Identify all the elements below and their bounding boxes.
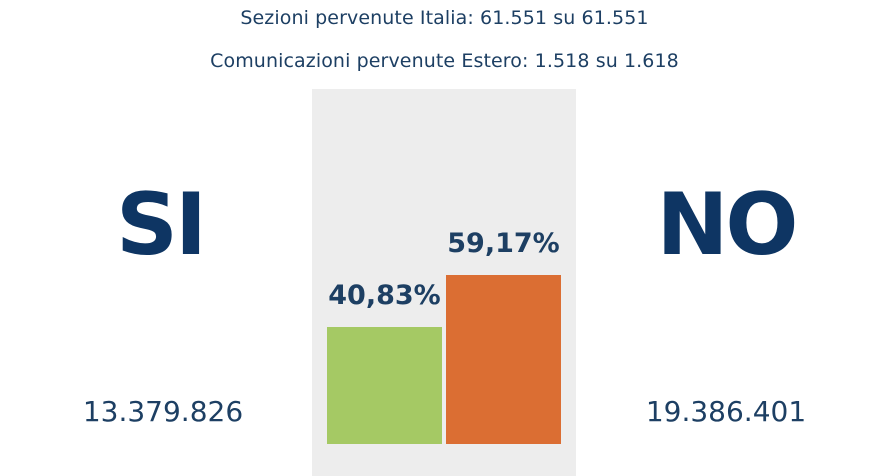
no-votes: 19.386.401 [645, 395, 807, 428]
bar-si [327, 327, 442, 444]
bar-si-value-label: 40,83% [328, 280, 441, 311]
bar-no-value-label: 59,17% [447, 228, 560, 259]
comunicazioni-estero-text: Comunicazioni pervenute Estero: 1.518 su… [210, 50, 679, 72]
si-label: SI [116, 175, 207, 275]
bar-no [446, 275, 561, 444]
si-votes: 13.379.826 [82, 395, 244, 428]
chart-panel: 40,83% 59,17% [312, 89, 576, 476]
sezioni-pervenute-text: Sezioni pervenute Italia: 61.551 su 61.5… [240, 7, 649, 29]
no-label: NO [656, 175, 798, 275]
